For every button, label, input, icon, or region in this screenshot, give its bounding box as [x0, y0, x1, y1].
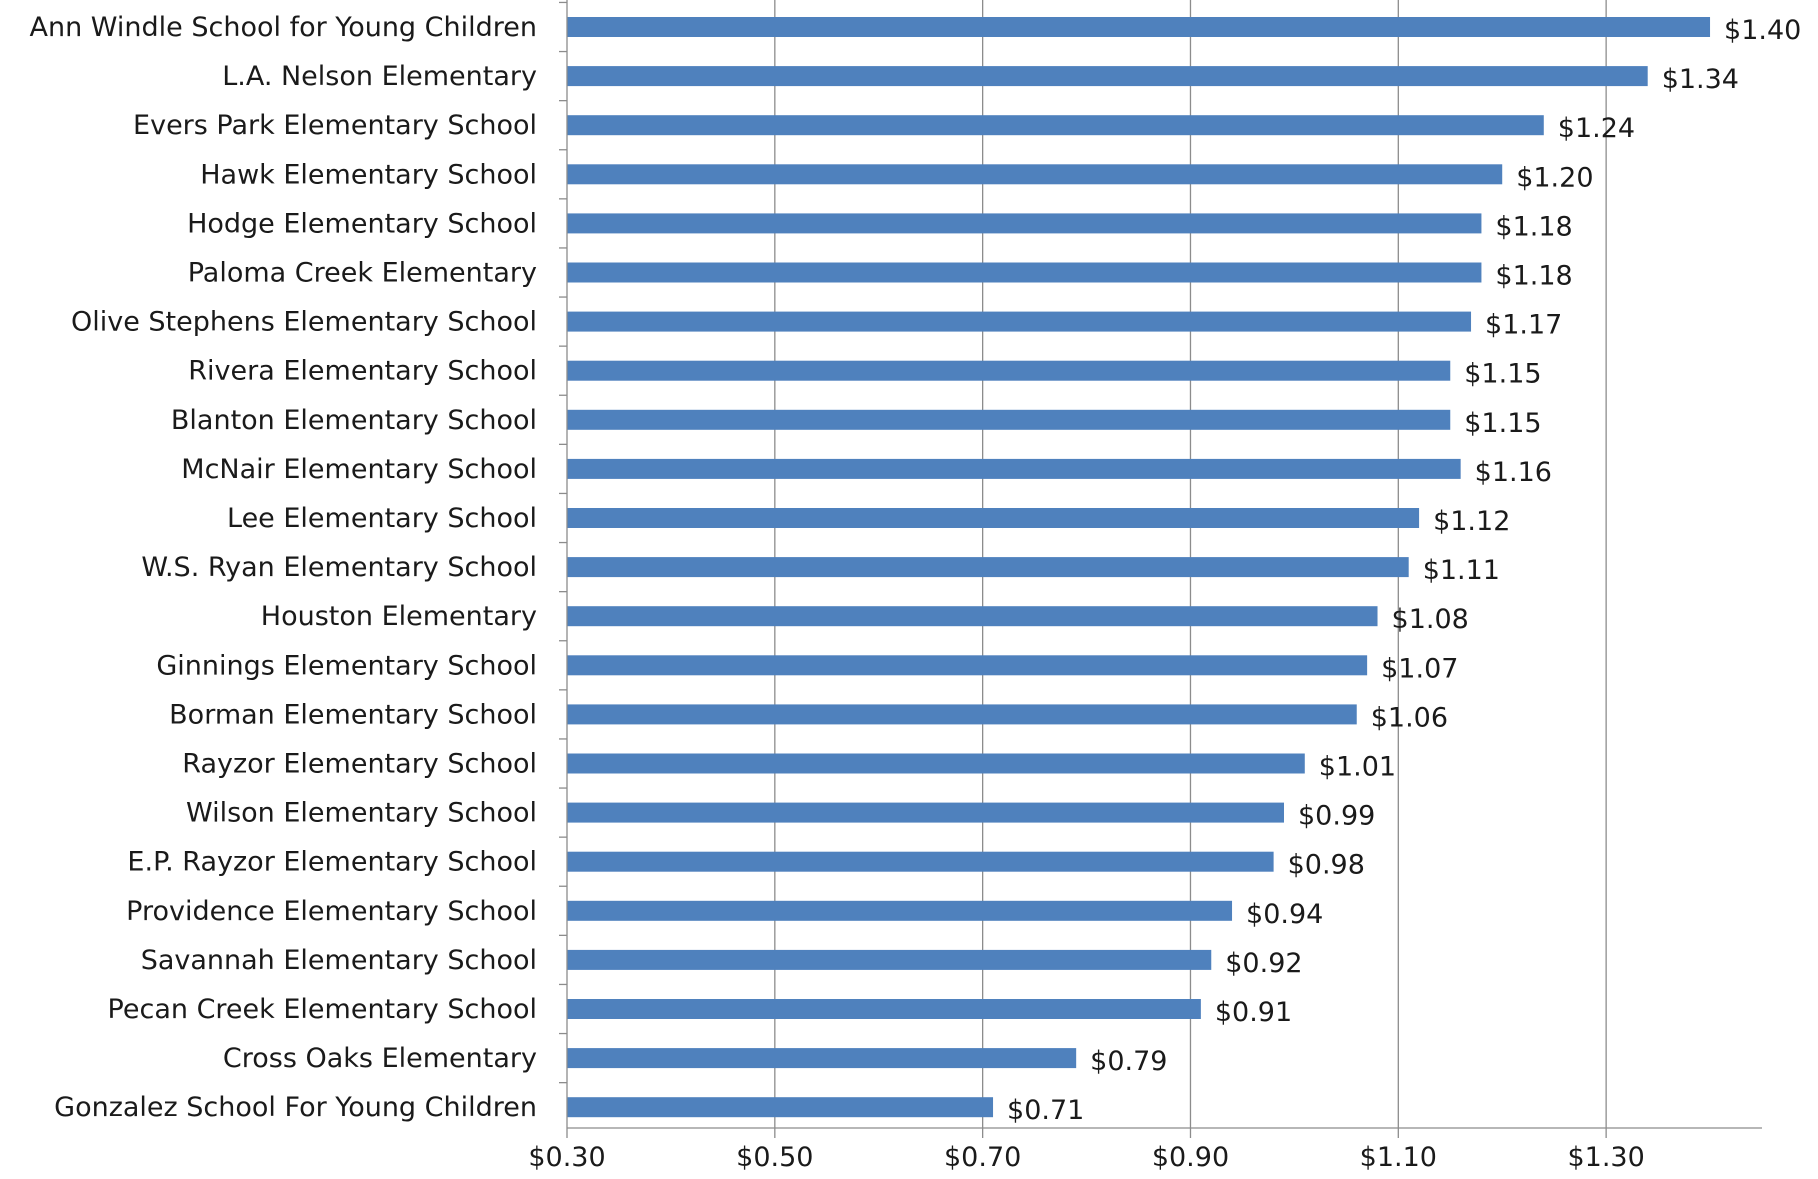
data-label: $1.11 — [1423, 555, 1500, 586]
data-label: $1.16 — [1475, 457, 1552, 488]
category-label: Rayzor Elementary School — [182, 749, 537, 780]
x-tick-label: $0.70 — [944, 1142, 1021, 1173]
data-label: $0.71 — [1007, 1095, 1084, 1126]
data-label: $1.15 — [1464, 359, 1541, 390]
bar — [567, 164, 1503, 185]
axes — [559, 0, 1762, 1138]
data-label: $1.24 — [1558, 113, 1635, 144]
x-tick-label: $0.50 — [736, 1142, 813, 1173]
category-labels: Ann Windle School for Young Children L.A.… — [30, 12, 537, 1123]
category-label: Providence Elementary School — [126, 896, 537, 927]
bar — [567, 508, 1420, 528]
data-label: $1.06 — [1371, 702, 1448, 733]
category-label: Gonzalez School For Young Children — [54, 1092, 537, 1123]
category-label: Hodge Elementary School — [187, 208, 537, 239]
bar — [567, 900, 1233, 921]
category-label: Cross Oaks Elementary — [223, 1043, 537, 1074]
category-label: Ginnings Elementary School — [156, 650, 537, 681]
bar — [567, 311, 1472, 332]
category-label: Wilson Elementary School — [186, 798, 537, 829]
data-label: $1.08 — [1392, 604, 1469, 635]
data-label: $1.34 — [1662, 64, 1739, 95]
category-label: Blanton Elementary School — [171, 405, 537, 436]
category-label: Evers Park Elementary School — [133, 110, 537, 141]
data-label: $1.12 — [1433, 506, 1510, 537]
data-label: $0.79 — [1090, 1046, 1167, 1077]
data-label: $1.40 — [1724, 15, 1801, 46]
bar — [567, 999, 1201, 1019]
data-label: $1.01 — [1319, 752, 1396, 783]
category-label: Borman Elementary School — [169, 699, 537, 730]
bars — [567, 17, 1711, 1118]
category-label: Paloma Creek Elementary — [188, 258, 537, 289]
category-label: Ann Windle School for Young Children — [30, 12, 537, 43]
category-label: Hawk Elementary School — [200, 159, 537, 190]
bar — [567, 851, 1274, 872]
data-label: $1.18 — [1495, 261, 1572, 292]
bar — [567, 17, 1711, 37]
category-label: Savannah Elementary School — [141, 945, 537, 976]
category-label: Houston Elementary — [261, 601, 537, 632]
category-label: Rivera Elementary School — [188, 356, 537, 387]
category-label: Lee Elementary School — [227, 503, 537, 534]
category-label: L.A. Nelson Elementary — [222, 61, 537, 92]
x-tick-label: $1.10 — [1360, 1142, 1437, 1173]
data-label: $1.20 — [1516, 162, 1593, 193]
value-labels: $1.40 $1.34 $1.24 $1.20 $1.18 $1.18 $1.17 $1.15… — [1007, 15, 1801, 1126]
bar — [567, 949, 1212, 970]
x-tick-labels: $0.30 $0.50 $0.70 $0.90 $1.10 $1.30 — [528, 1142, 1644, 1173]
x-tick-label: $0.90 — [1152, 1142, 1229, 1173]
bar — [567, 115, 1544, 136]
data-label: $0.92 — [1225, 948, 1302, 979]
bar — [567, 262, 1482, 283]
bar — [567, 557, 1409, 578]
data-label: $1.15 — [1464, 408, 1541, 439]
data-label: $0.94 — [1246, 899, 1323, 930]
data-label: $1.17 — [1485, 310, 1562, 341]
data-label: $0.99 — [1298, 801, 1375, 832]
bar — [567, 409, 1451, 430]
bar — [567, 1048, 1077, 1069]
bar — [567, 458, 1461, 479]
bar — [567, 655, 1368, 676]
category-label: E.P. Rayzor Elementary School — [127, 847, 537, 878]
bar — [567, 802, 1284, 823]
data-label: $0.91 — [1215, 997, 1292, 1028]
bar — [567, 753, 1305, 774]
data-label: $0.98 — [1288, 850, 1365, 881]
data-label: $1.18 — [1495, 211, 1572, 242]
category-label: Pecan Creek Elementary School — [108, 994, 537, 1025]
data-label: $1.07 — [1381, 653, 1458, 684]
bar — [567, 1097, 994, 1118]
bar — [567, 704, 1357, 725]
category-label: McNair Elementary School — [181, 454, 537, 485]
x-tick-label: $1.30 — [1567, 1142, 1644, 1173]
bar — [567, 606, 1378, 627]
category-label: Olive Stephens Elementary School — [71, 307, 537, 338]
bar — [567, 66, 1648, 87]
bar — [567, 360, 1451, 381]
category-label: W.S. Ryan Elementary School — [141, 552, 537, 583]
x-tick-label: $0.30 — [528, 1142, 605, 1173]
bar — [567, 213, 1482, 234]
